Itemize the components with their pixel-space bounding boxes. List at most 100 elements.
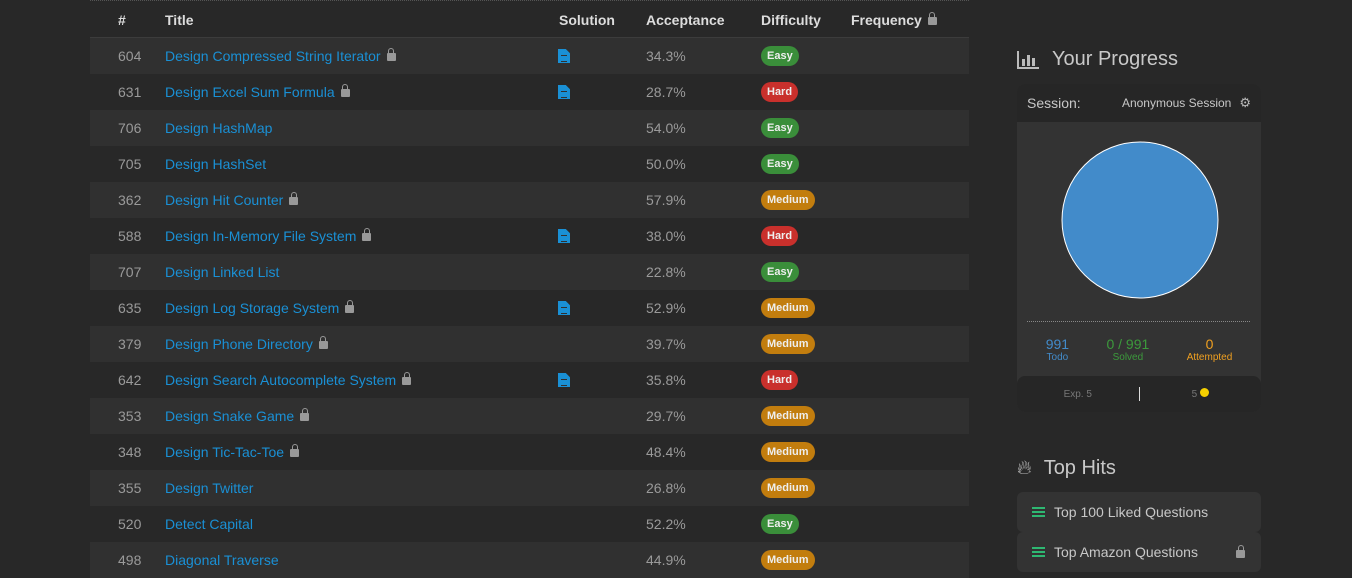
problem-number: 631: [118, 84, 142, 100]
difficulty-badge: Medium: [761, 298, 815, 318]
problem-number: 520: [118, 516, 142, 532]
list-icon: [1032, 547, 1045, 557]
difficulty-badge: Hard: [761, 226, 799, 246]
problem-number: 353: [118, 408, 142, 424]
attempted-count: 0: [1205, 336, 1214, 352]
problem-title-link[interactable]: Design HashMap: [165, 120, 272, 136]
problem-number: 588: [118, 228, 142, 244]
top-hits-heading: 🔥︎ Top Hits: [1017, 457, 1116, 480]
pie-slice-todo: [1061, 141, 1219, 299]
problem-title-link[interactable]: Design Compressed String Iterator: [165, 48, 396, 64]
problem-title-link[interactable]: Design In-Memory File System: [165, 228, 372, 244]
problem-number: 706: [118, 120, 142, 136]
difficulty-badge: Easy: [761, 46, 799, 66]
difficulty-badge: Medium: [761, 550, 815, 570]
problem-number: 498: [118, 552, 142, 568]
problem-title: Design HashSet: [165, 156, 267, 172]
progress-title: Your Progress: [1052, 48, 1178, 70]
session-bar: Session: Anonymous Session ⚙: [1017, 84, 1261, 122]
problem-number: 707: [118, 264, 142, 280]
acceptance-rate: 52.2%: [646, 516, 686, 532]
col-title[interactable]: Title: [165, 12, 194, 28]
problem-title-link[interactable]: Design Phone Directory: [165, 336, 328, 352]
col-num[interactable]: #: [118, 12, 126, 28]
acceptance-rate: 39.7%: [646, 336, 686, 352]
acceptance-rate: 44.9%: [646, 552, 686, 568]
table-row: 355 Design Twitter 26.8% Medium: [90, 470, 969, 506]
acceptance-rate: 35.8%: [646, 372, 686, 388]
top-hits-label: Top 100 Liked Questions: [1054, 504, 1209, 520]
difficulty-badge: Hard: [761, 370, 799, 390]
lock-icon: [927, 12, 937, 25]
lock-icon: [300, 408, 310, 421]
solution-icon[interactable]: [558, 49, 570, 63]
problem-title-link[interactable]: Design Excel Sum Formula: [165, 84, 350, 100]
top-hits-item[interactable]: Top 100 Liked Questions: [1017, 492, 1261, 532]
table-row: 520 Detect Capital 52.2% Easy: [90, 506, 969, 542]
problem-title: Design Search Autocomplete System: [165, 372, 397, 388]
progress-card: Session: Anonymous Session ⚙ 991 Todo 0 /…: [1017, 84, 1261, 412]
problem-title-link[interactable]: Design Search Autocomplete System: [165, 372, 412, 388]
problem-number: 348: [118, 444, 142, 460]
session-select[interactable]: Anonymous Session: [1121, 96, 1232, 110]
lock-icon: [362, 228, 372, 241]
solution-icon[interactable]: [558, 85, 570, 99]
acceptance-rate: 54.0%: [646, 120, 686, 136]
lock-icon: [340, 84, 350, 97]
solution-icon[interactable]: [558, 301, 570, 315]
solved-count: 0 / 991: [1106, 336, 1150, 352]
top-hits-label: Top Amazon Questions: [1054, 544, 1198, 560]
solution-icon[interactable]: [558, 373, 570, 387]
problem-title: Design Excel Sum Formula: [165, 84, 335, 100]
acceptance-rate: 28.7%: [646, 84, 686, 100]
lock-icon: [289, 192, 299, 205]
session-label: Session:: [1027, 95, 1081, 111]
acceptance-rate: 22.8%: [646, 264, 686, 280]
problem-title: Design Hit Counter: [165, 192, 284, 208]
problem-title-link[interactable]: Design Hit Counter: [165, 192, 299, 208]
acceptance-rate: 34.3%: [646, 48, 686, 64]
problem-title: Design HashMap: [165, 120, 273, 136]
progress-pie: [1027, 141, 1251, 322]
col-difficulty[interactable]: Difficulty: [761, 12, 821, 28]
table-row: 706 Design HashMap 54.0% Easy: [90, 110, 969, 146]
top-hits-title: Top Hits: [1043, 457, 1116, 479]
difficulty-badge: Easy: [761, 118, 799, 138]
coin-count: 5: [1191, 389, 1198, 400]
problem-title-link[interactable]: Design HashSet: [165, 156, 266, 172]
problem-title: Design Compressed String Iterator: [165, 48, 381, 64]
problem-title-link[interactable]: Design Log Storage System: [165, 300, 355, 316]
bar-chart-icon: [1017, 50, 1039, 69]
gear-icon[interactable]: ⚙: [1239, 95, 1251, 110]
problem-number: 362: [118, 192, 142, 208]
lock-icon: [386, 48, 396, 61]
acceptance-rate: 48.4%: [646, 444, 686, 460]
table-row: 588 Design In-Memory File System 38.0% H…: [90, 218, 969, 254]
table-row: 379 Design Phone Directory 39.7% Medium: [90, 326, 969, 362]
problem-title-link[interactable]: Design Twitter: [165, 480, 253, 496]
table-row: 348 Design Tic-Tac-Toe 48.4% Medium: [90, 434, 969, 470]
exp-bar: Exp. 5 5: [1017, 376, 1261, 412]
solved-label: Solved: [1112, 352, 1144, 363]
problem-title-link[interactable]: Design Linked List: [165, 264, 279, 280]
top-hits-item[interactable]: Top Amazon Questions: [1017, 532, 1261, 572]
lock-icon: [345, 300, 355, 313]
col-acceptance[interactable]: Acceptance: [646, 12, 725, 28]
problem-title-link[interactable]: Design Tic-Tac-Toe: [165, 444, 300, 460]
col-frequency[interactable]: Frequency: [851, 12, 937, 28]
problem-title: Design Linked List: [165, 264, 280, 280]
col-solution[interactable]: Solution: [559, 12, 615, 28]
acceptance-rate: 52.9%: [646, 300, 686, 316]
difficulty-badge: Medium: [761, 478, 815, 498]
solution-icon[interactable]: [558, 229, 570, 243]
problem-title-link[interactable]: Diagonal Traverse: [165, 552, 279, 568]
table-row: 604 Design Compressed String Iterator 34…: [90, 38, 969, 74]
problem-number: 705: [118, 156, 142, 172]
problem-title-link[interactable]: Design Snake Game: [165, 408, 310, 424]
problem-title-link[interactable]: Detect Capital: [165, 516, 253, 532]
exp-value: Exp. 5: [1063, 388, 1092, 400]
col-frequency-label: Frequency: [851, 12, 922, 28]
table-row: 635 Design Log Storage System 52.9% Medi…: [90, 290, 969, 326]
todo-label: Todo: [1046, 352, 1069, 363]
attempted-label: Attempted: [1186, 352, 1233, 363]
